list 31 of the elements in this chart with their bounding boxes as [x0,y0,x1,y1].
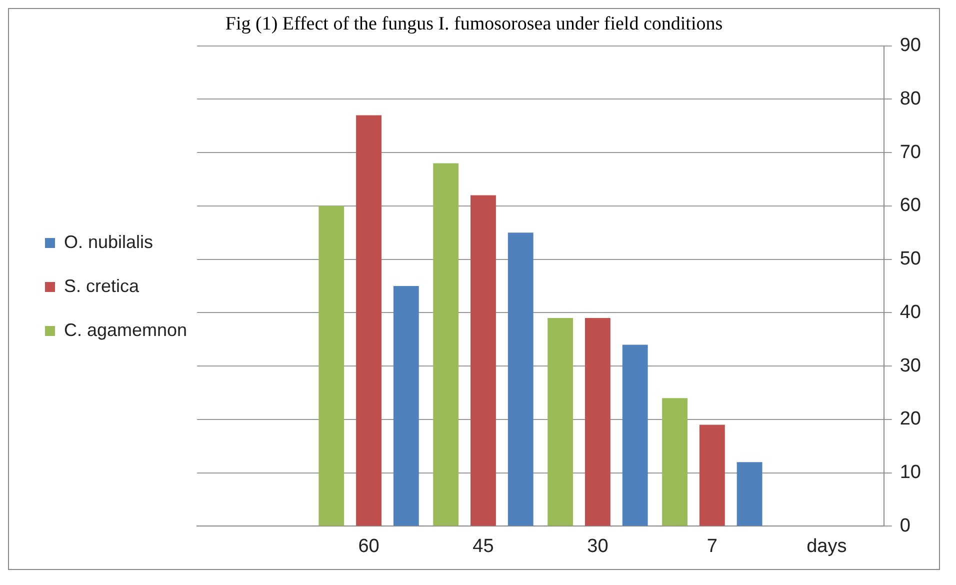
x-tick-label: 30 [587,536,608,557]
y-tick-label: 20 [900,408,922,430]
x-tick-label: days [806,536,847,557]
y-tick-label: 50 [900,248,922,270]
x-tick-label: 45 [472,536,494,557]
bar [548,318,574,526]
bar [318,206,344,526]
bar [622,344,648,526]
bar [356,115,382,526]
x-tick-label: 60 [358,536,380,557]
bar [584,318,610,526]
y-tick-label: 80 [900,88,922,110]
y-tick-label: 30 [900,355,922,376]
y-tick-label: 40 [900,302,922,323]
chart-title: Fig (1) Effect of the fungus I. fumosorosea under field conditions [225,13,723,34]
bar [393,286,419,526]
legend-label: O. nubilalis [64,232,154,252]
y-tick-label: 0 [900,515,910,536]
y-tick-label: 70 [900,142,922,163]
bar [699,424,725,526]
y-tick-label: 90 [900,35,922,56]
bar [662,398,688,526]
bar [470,195,496,526]
x-tick-label: 7 [706,536,718,557]
bar [736,462,762,526]
bar [433,163,459,526]
legend-label: S. cretica [64,276,140,296]
y-tick-label: 10 [900,462,922,484]
bar [508,232,534,526]
y-tick-label: 60 [900,195,922,216]
legend-label: C. agamemnon [64,320,188,340]
